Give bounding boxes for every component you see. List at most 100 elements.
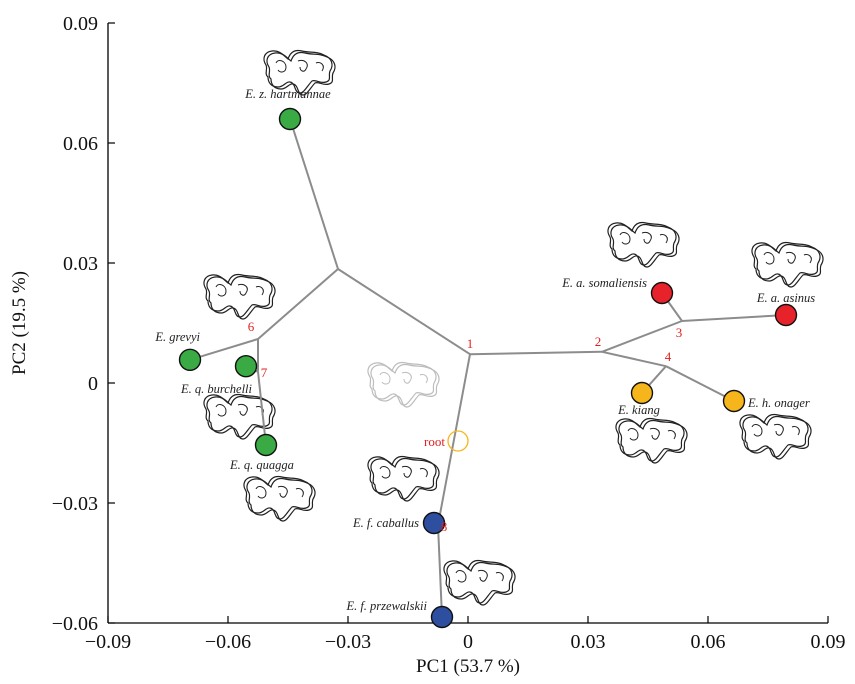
node-label-2: 2: [595, 334, 602, 349]
branch-6-e-grevyi: [189, 338, 259, 361]
node-label-3: 3: [676, 325, 683, 340]
phylogeny-branches: [189, 118, 787, 618]
species-label-e-f-przewalskii: E. f. przewalskii: [345, 599, 427, 613]
molar-enamel-fold: [215, 403, 264, 417]
species-point-e-kiang: [630, 381, 654, 405]
node-label-4: 4: [665, 349, 672, 364]
branch-2-4: [601, 350, 667, 368]
molar-outline-layer: [203, 49, 824, 606]
molar-outline-8: [607, 221, 680, 268]
node-label-7: 7: [261, 365, 268, 380]
branch-5-e-z-hartmannae: [289, 118, 339, 270]
y-tick-label: 0.09: [63, 13, 98, 35]
branch-5-6: [257, 268, 339, 340]
species-label-e-q-quagga: E. q. quagga: [229, 458, 294, 472]
molar-outline-shadow: [266, 51, 336, 96]
species-point-e-f-caballus: [422, 511, 446, 535]
molar-outline-shadow: [206, 395, 276, 440]
molar-enamel-fold: [619, 231, 668, 245]
molar-enamel-fold: [379, 465, 428, 479]
molar-outline-edge: [751, 241, 821, 286]
species-label-e-f-caballus: E. f. caballus: [352, 516, 419, 530]
molar-outline-edge: [739, 413, 809, 458]
x-tick-label: 0.06: [691, 631, 726, 653]
branch-5-1: [337, 268, 471, 356]
molar-outline-shadow: [370, 457, 440, 502]
node-label-8: 8: [441, 519, 448, 534]
molar-enamel-fold: [255, 485, 304, 499]
x-tick-label: 0: [463, 631, 473, 653]
species-point-e-h-onager: [722, 389, 746, 413]
y-tick-label: −0.03: [52, 493, 98, 515]
molar-outline-7: [443, 559, 516, 606]
branch-1-8: [437, 354, 471, 526]
y-tick-label: 0: [88, 373, 98, 395]
molar-outline-9: [751, 241, 824, 288]
y-axis-title: PC2 (19.5 %): [9, 271, 30, 375]
x-tick-label: −0.03: [325, 631, 371, 653]
species-label-e-grevyi: E. grevyi: [154, 330, 200, 344]
species-point-e-q-burchelli: [234, 355, 258, 378]
molar-outline-shadow: [446, 561, 516, 606]
species-point-e-a-somaliensis: [650, 281, 674, 305]
species-point-e-z-hartmannae: [278, 107, 302, 131]
species-point-e-f-przewalskii: [430, 605, 454, 629]
molar-enamel-fold: [751, 423, 800, 437]
molar-enamel-fold: [379, 371, 428, 385]
molar-enamel-fold: [455, 569, 504, 583]
molar-outline-shadow: [246, 477, 316, 522]
x-tick-label: 0.09: [811, 631, 846, 653]
node-label-1: 1: [467, 336, 474, 351]
molar-outline-edge: [367, 361, 437, 406]
species-label-e-h-onager: E. h. onager: [747, 396, 810, 410]
molar-enamel-fold: [275, 59, 324, 73]
molar-outline-edge: [443, 559, 513, 604]
chart-labels: −0.09 −0.06 −0.03 0 0.03 0.06 0.09−0.06−0.0300…: [9, 13, 846, 677]
molar-outline-edge: [243, 475, 313, 520]
y-tick-label: −0.06: [52, 613, 98, 635]
molar-enamel-fold: [763, 251, 812, 265]
species-label-e-a-asinus: E. a. asinus: [756, 291, 815, 305]
species-point-e-a-asinus: [774, 303, 798, 327]
branch-8-e-f-przewalskii: [437, 524, 443, 618]
molar-outline-shadow: [618, 419, 688, 464]
branch-1-2: [469, 350, 603, 356]
x-tick-label: 0.03: [571, 631, 606, 653]
species-label-e-q-burchelli: E. q. burchelli: [180, 382, 253, 396]
molar-outline-edge: [263, 49, 333, 94]
node-label-6: 6: [248, 319, 255, 334]
branch-2-3: [601, 320, 683, 353]
species-label-e-a-somaliensis: E. a. somaliensis: [561, 276, 647, 290]
molar-outline-edge: [607, 221, 677, 266]
molar-outline-6: [367, 361, 440, 408]
root-marker: [447, 430, 469, 452]
molar-outline-shadow: [206, 275, 276, 320]
molar-outline-shadow: [610, 223, 680, 268]
molar-outline-shadow: [742, 415, 812, 460]
species-point-e-grevyi: [178, 348, 202, 371]
y-tick-label: 0.06: [63, 133, 98, 155]
species-label-e-kiang: E. kiang: [617, 403, 660, 417]
molar-outline-edge: [203, 393, 273, 438]
molar-outline-11: [739, 413, 812, 460]
molar-outline-5: [367, 455, 440, 502]
molar-outline-shadow: [370, 363, 440, 408]
molar-enamel-fold: [627, 427, 676, 441]
species-label-e-z-hartmannae: E. z. hartmannae: [244, 87, 331, 101]
species-points: [178, 107, 798, 629]
x-tick-label: −0.09: [85, 631, 131, 653]
molar-outline-shadow: [754, 243, 824, 288]
y-tick-label: 0.03: [63, 253, 98, 275]
branch-3-e-a-asinus: [681, 314, 787, 322]
x-axis-title: PC1 (53.7 %): [416, 656, 520, 677]
molar-outline-10: [615, 417, 688, 464]
axes: [107, 22, 829, 624]
molar-outline-edge: [367, 455, 437, 500]
molar-enamel-fold: [215, 283, 264, 297]
molar-outline-edge: [615, 417, 685, 462]
branch-7-e-q-quagga: [257, 371, 267, 446]
branch-4-e-h-onager: [665, 365, 735, 402]
molar-outline-4: [243, 475, 316, 522]
molar-outline-1: [263, 49, 336, 96]
